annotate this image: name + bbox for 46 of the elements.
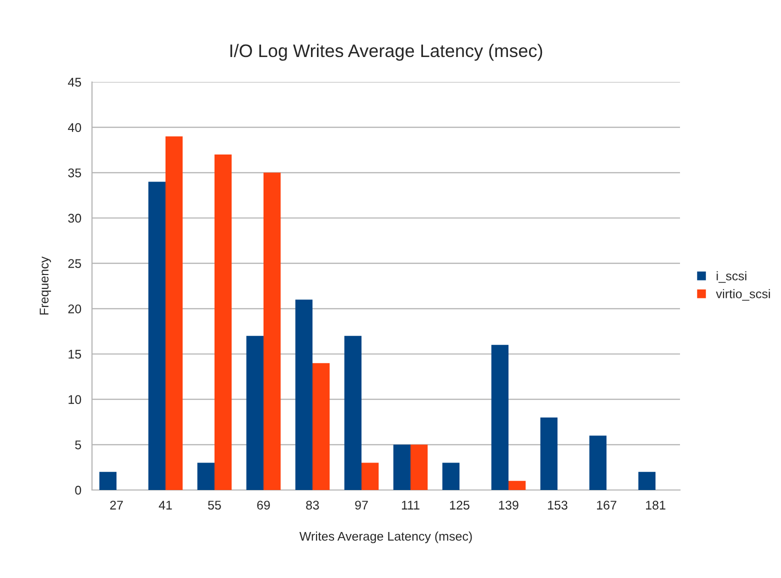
x-tick-label: 69 bbox=[257, 500, 270, 510]
bar bbox=[491, 344, 508, 490]
y-tick-label: 10 bbox=[68, 395, 82, 404]
x-tick-label: 125 bbox=[450, 500, 470, 510]
x-tick-label: 27 bbox=[110, 500, 123, 510]
bar bbox=[393, 444, 410, 490]
bar bbox=[312, 363, 330, 490]
bar bbox=[442, 462, 460, 490]
bar bbox=[540, 417, 558, 490]
bar bbox=[344, 336, 362, 490]
bar bbox=[638, 472, 656, 490]
bar bbox=[410, 444, 428, 490]
y-tick-label: 40 bbox=[68, 123, 82, 132]
bar bbox=[362, 462, 379, 490]
bar bbox=[166, 136, 183, 490]
bar bbox=[508, 480, 526, 490]
y-tick-label: 15 bbox=[68, 350, 82, 359]
x-tick-label: 111 bbox=[402, 500, 420, 510]
legend-label: i_scsi bbox=[716, 271, 746, 283]
bar bbox=[197, 462, 214, 490]
y-tick-label: 35 bbox=[68, 168, 82, 178]
bar bbox=[148, 182, 166, 490]
bar bbox=[214, 154, 232, 490]
x-tick-label: 139 bbox=[499, 500, 518, 510]
y-tick-label: 0 bbox=[75, 486, 82, 495]
chart-title: I/O Log Writes Average Latency (msec) bbox=[230, 44, 542, 61]
bar bbox=[264, 172, 281, 490]
y-tick-label: 20 bbox=[68, 304, 82, 314]
y-tick-label: 25 bbox=[68, 259, 82, 268]
x-tick-label: 83 bbox=[306, 500, 319, 510]
bar bbox=[246, 336, 264, 490]
x-tick-label: 41 bbox=[158, 500, 172, 510]
x-tick-label: 181 bbox=[646, 500, 666, 510]
x-tick-label: 55 bbox=[208, 500, 221, 510]
x-tick-label: 153 bbox=[548, 500, 568, 510]
bar bbox=[589, 436, 606, 490]
legend-label: virtio_scsi bbox=[716, 289, 770, 301]
x-tick-label: 97 bbox=[355, 500, 368, 510]
y-tick-label: 5 bbox=[75, 440, 82, 450]
y-tick-label: 45 bbox=[68, 78, 82, 87]
y-axis-title: Frequency bbox=[40, 256, 52, 314]
bar bbox=[99, 472, 116, 490]
y-tick-label: 30 bbox=[68, 214, 82, 223]
x-axis-title: Writes Average Latency (msec) bbox=[299, 532, 472, 544]
x-tick-label: 167 bbox=[597, 500, 616, 510]
bar bbox=[295, 300, 312, 490]
